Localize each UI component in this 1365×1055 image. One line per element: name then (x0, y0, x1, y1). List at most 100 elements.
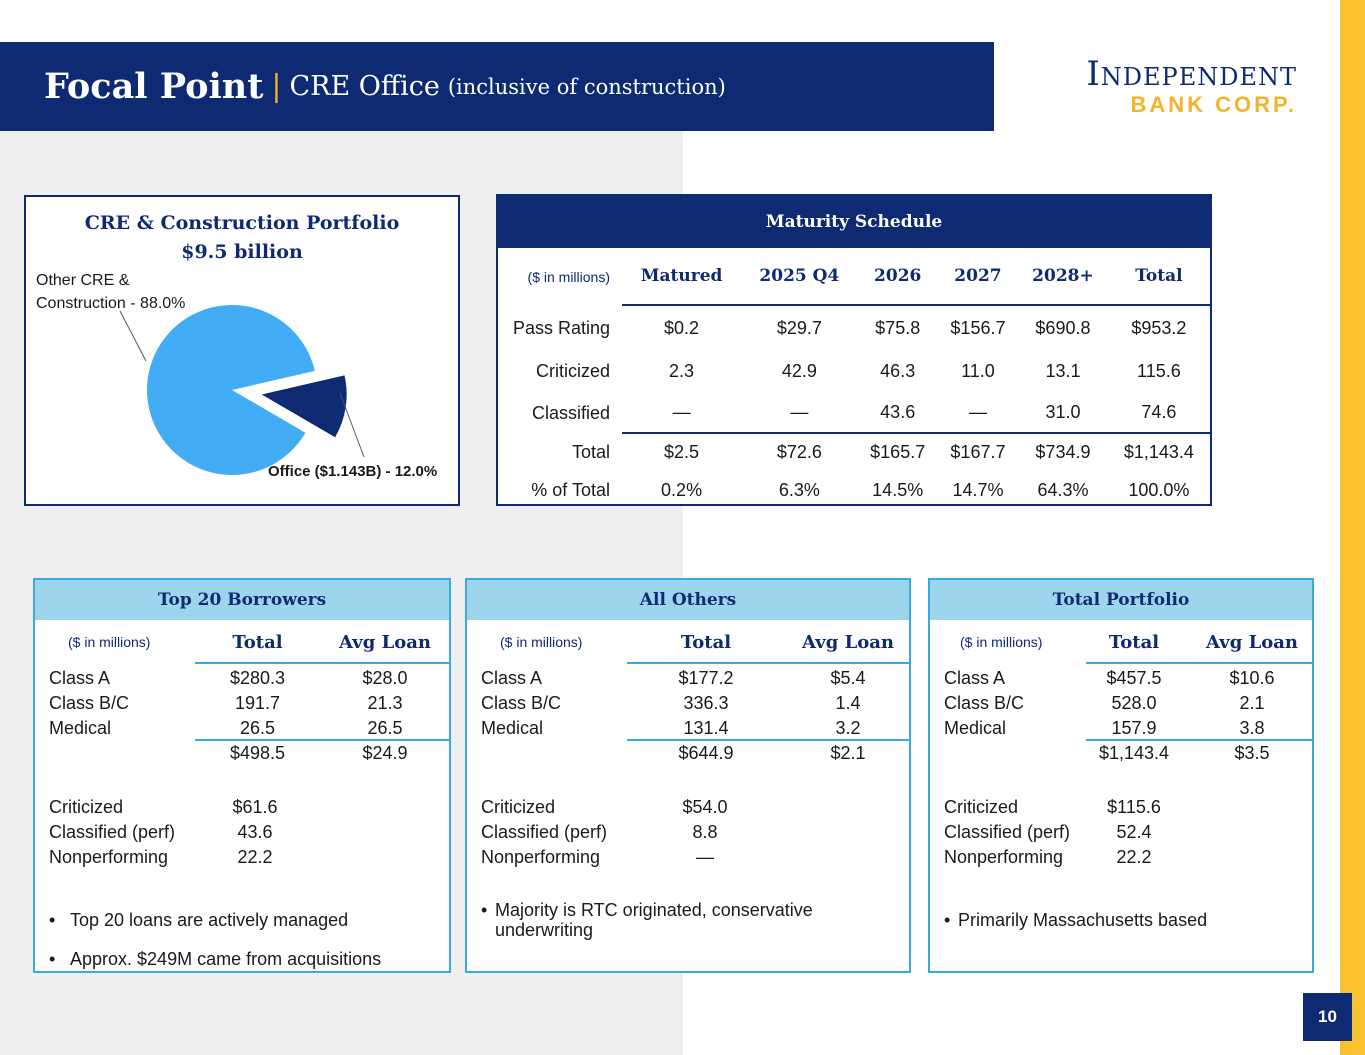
maturity-title: Maturity Schedule (498, 196, 1210, 248)
table-cell: $280.3 (229, 668, 286, 688)
header-rule (627, 662, 911, 664)
quality-label: Classified (perf) (49, 822, 176, 842)
maturity-table: ($ in millions) Matured 2025 Q4 2026 202… (498, 248, 1210, 509)
bullet-text: Top 20 loans are actively managed (70, 910, 349, 930)
page-subtitle-note: (inclusive of construction) (447, 74, 726, 99)
table-cell: 64.3% (1037, 479, 1089, 500)
table-cell: 3.8 (1239, 718, 1265, 738)
table-cell: 21.3 (367, 693, 403, 713)
col-header-total: Total (1108, 631, 1160, 653)
table-row-total: Total $2.5 $72.6 $165.7 $167.7 $734.9 $1… (498, 432, 1210, 471)
page-number: 10 (1303, 993, 1352, 1041)
table-cell: 46.3 (880, 360, 916, 381)
label-other-line-2: Construction - 88.0% (36, 295, 185, 312)
pie-title: CRE & Construction Portfolio $9.5 billio… (26, 209, 458, 267)
card-unit: ($ in millions) (68, 634, 151, 650)
card-unit: ($ in millions) (960, 634, 1043, 650)
logo-line-2: BANK CORP. (1130, 92, 1297, 117)
table-cell: 528.0 (1111, 693, 1157, 713)
pie-slice-office (261, 375, 347, 438)
row-label: Medical (944, 718, 1007, 738)
table-cell: 191.7 (234, 693, 281, 713)
title-banner: Focal Point | CRE Office (inclusive of c… (0, 42, 994, 131)
table-cell: 1.4 (835, 693, 861, 713)
row-label: Medical (49, 718, 112, 738)
row-label: Classified (531, 402, 610, 423)
table-cell: 26.5 (367, 718, 403, 738)
header-rule (195, 662, 451, 664)
table-cell: 31.0 (1045, 402, 1081, 422)
card-title: Total Portfolio (930, 580, 1312, 620)
subtotal-rule (627, 739, 911, 741)
bullet-text: Majority is RTC originated, conservative… (495, 900, 813, 940)
subtotal-total: $644.9 (678, 743, 734, 763)
table-cell: 43.6 (880, 402, 916, 422)
table-cell: 6.3% (778, 479, 820, 500)
table-cell: $2.5 (622, 432, 742, 471)
table-row-percent: % of Total 0.2% 6.3% 14.5% 14.7% 64.3% 1… (498, 471, 1210, 509)
bullet-text: Approx. $249M came from acquisitions (70, 949, 382, 969)
table-cell: $457.5 (1106, 668, 1162, 688)
row-label: Pass Rating (512, 317, 610, 338)
table-cell: — (672, 402, 691, 422)
bullet-marker: • (49, 949, 56, 969)
row-label: Class A (49, 668, 111, 688)
table-row: Criticized 2.3 42.9 46.3 11.0 13.1 115.6 (498, 349, 1210, 393)
quality-value: $54.0 (682, 797, 728, 817)
table-cell: 2.1 (1239, 693, 1265, 713)
col-header: 2025 Q4 (741, 248, 858, 306)
table-cell: — (790, 402, 809, 422)
table-cell: 14.7% (952, 479, 1004, 500)
col-header-total: Total (680, 631, 732, 653)
col-header: Matured (622, 248, 742, 306)
subtotal-avg: $3.5 (1234, 743, 1270, 763)
row-label: Class A (944, 668, 1006, 688)
row-label: Class A (481, 668, 543, 688)
quality-label: Classified (perf) (944, 822, 1071, 842)
maturity-unit: ($ in millions) (527, 268, 610, 285)
page-subtitle: CRE Office (289, 71, 440, 102)
leader-line-other (119, 310, 147, 362)
table-cell: $953.2 (1131, 318, 1187, 338)
portfolio-pie-panel: CRE & Construction Portfolio $9.5 billio… (24, 195, 460, 506)
card-total-portfolio: Total Portfolio ($ in millions) Total Av… (928, 578, 1314, 973)
table-cell: — (968, 402, 987, 422)
table-cell: 26.5 (239, 718, 276, 738)
leader-line-office (339, 392, 365, 458)
gold-side-bar (1340, 0, 1365, 1055)
row-label: Class B/C (481, 693, 562, 713)
card-top-20-borrowers: Top 20 Borrowers ($ in millions) Total A… (33, 578, 451, 973)
col-header-avg-loan: Avg Loan (802, 631, 894, 653)
quality-value: 22.2 (237, 847, 273, 867)
quality-value: 22.2 (1116, 847, 1152, 867)
col-header: 2027 (937, 248, 1019, 306)
subtotal-total: $1,143.4 (1098, 743, 1170, 763)
card-all-others: All Others ($ in millions) Total Avg Loa… (465, 578, 911, 973)
quality-label: Nonperforming (944, 847, 1064, 867)
table-cell: 42.9 (781, 360, 817, 381)
table-cell: $734.9 (1018, 432, 1108, 471)
table-row: Classified — — 43.6 — 31.0 74.6 (498, 393, 1210, 433)
table-cell: 100.0% (1128, 479, 1190, 500)
table-cell: $156.7 (950, 318, 1006, 338)
table-cell: $1,143.4 (1107, 432, 1210, 471)
table-cell: 11.0 (961, 360, 995, 381)
subtotal-total: $498.5 (229, 743, 286, 763)
quality-value: — (696, 847, 714, 867)
subtotal-rule (195, 739, 451, 741)
bullet-text: Primarily Massachusetts based (958, 910, 1208, 930)
table-cell: 0.2% (661, 479, 703, 500)
pie-slice-other-cre (147, 305, 315, 475)
col-header: 2026 (857, 248, 938, 306)
row-label: Class B/C (944, 693, 1025, 713)
table-cell: $29.7 (776, 318, 822, 338)
table-cell: 2.3 (669, 360, 695, 381)
table-cell: $0.2 (664, 318, 700, 338)
quality-value: 43.6 (237, 822, 273, 842)
bullet-marker: • (49, 910, 56, 930)
logo-line-1: Independent (1086, 54, 1297, 94)
subtotal-avg: $2.1 (830, 743, 866, 763)
col-header: 2028+ (1018, 248, 1108, 306)
table-cell: $690.8 (1035, 318, 1091, 338)
row-label: % of Total (531, 479, 610, 500)
